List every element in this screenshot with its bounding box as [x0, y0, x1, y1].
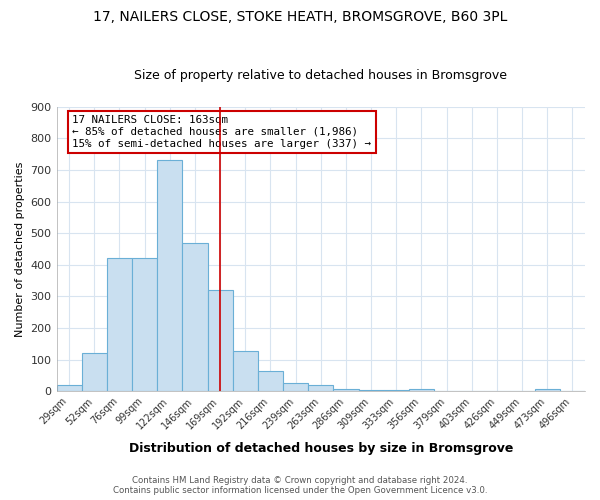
Bar [308, 385, 334, 391]
Bar [535, 388, 560, 391]
Bar [283, 383, 308, 391]
Text: Contains HM Land Registry data © Crown copyright and database right 2024.
Contai: Contains HM Land Registry data © Crown c… [113, 476, 487, 495]
Y-axis label: Number of detached properties: Number of detached properties [15, 162, 25, 336]
Text: 17, NAILERS CLOSE, STOKE HEATH, BROMSGROVE, B60 3PL: 17, NAILERS CLOSE, STOKE HEATH, BROMSGRO… [93, 10, 507, 24]
Bar [56, 386, 82, 391]
Bar [208, 290, 233, 391]
Bar [107, 258, 132, 391]
Bar [233, 350, 258, 391]
Bar [182, 242, 208, 391]
Bar [334, 388, 359, 391]
X-axis label: Distribution of detached houses by size in Bromsgrove: Distribution of detached houses by size … [128, 442, 513, 455]
Bar [132, 258, 157, 391]
Text: 17 NAILERS CLOSE: 163sqm
← 85% of detached houses are smaller (1,986)
15% of sem: 17 NAILERS CLOSE: 163sqm ← 85% of detach… [73, 116, 371, 148]
Title: Size of property relative to detached houses in Bromsgrove: Size of property relative to detached ho… [134, 69, 507, 82]
Bar [157, 160, 182, 391]
Bar [409, 388, 434, 391]
Bar [359, 390, 383, 391]
Bar [383, 390, 409, 391]
Bar [258, 370, 283, 391]
Bar [82, 352, 107, 391]
